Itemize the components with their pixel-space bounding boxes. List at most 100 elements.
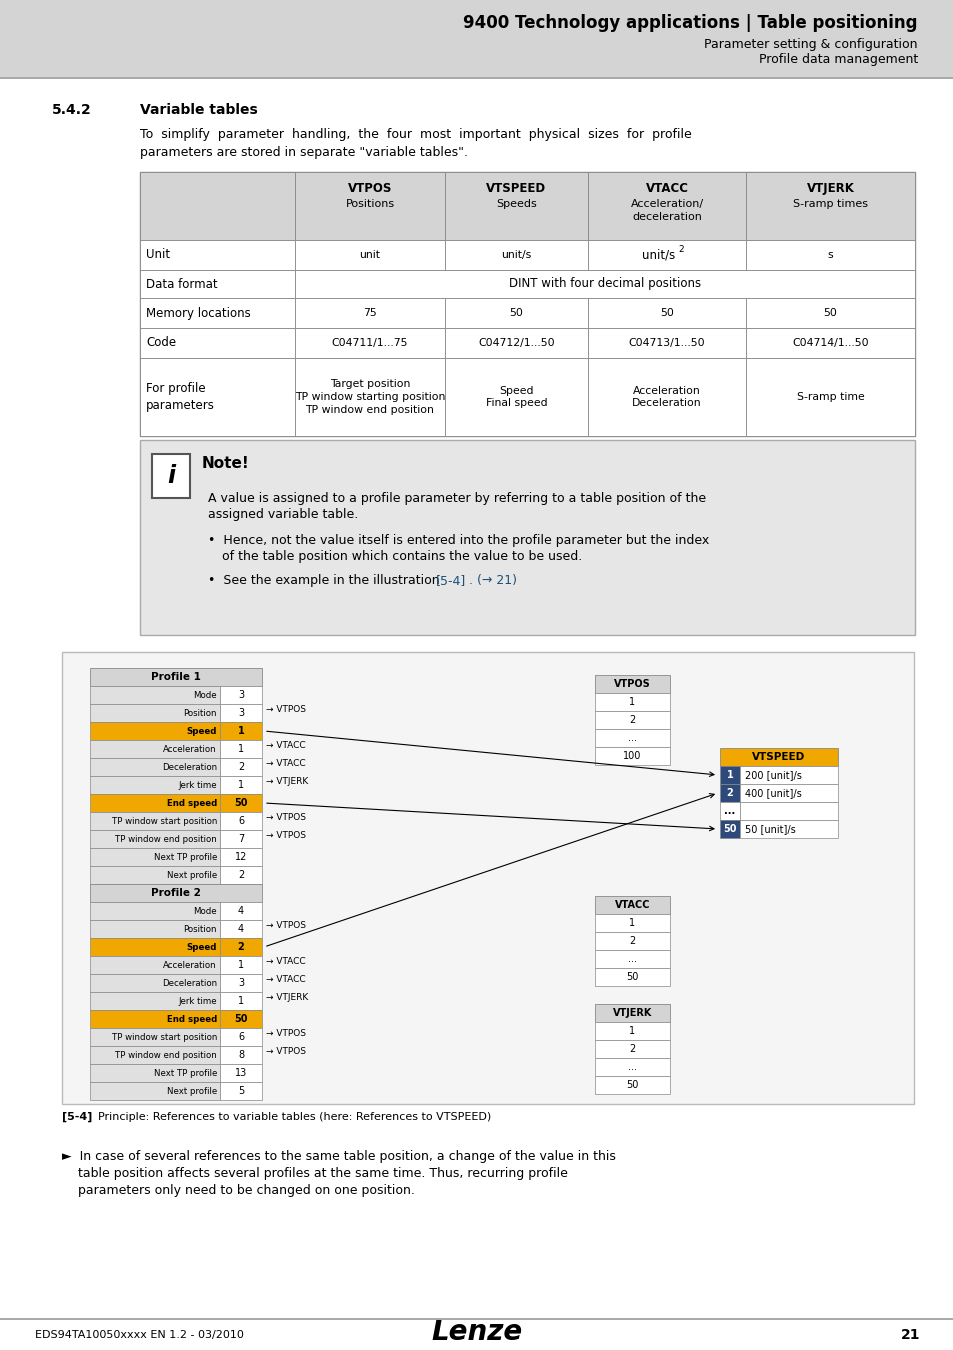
Bar	[220, 848, 262, 865]
Text: 2: 2	[237, 942, 244, 952]
Bar	[220, 811, 262, 830]
Bar	[90, 919, 220, 938]
Text: VTSPEED: VTSPEED	[486, 182, 546, 194]
Text: TP window start position: TP window start position	[112, 817, 216, 825]
Text: 2: 2	[629, 716, 635, 725]
Bar	[62, 652, 913, 1104]
Bar	[90, 686, 220, 703]
Bar	[140, 298, 294, 328]
Text: 2: 2	[678, 246, 683, 255]
Text: Speeds: Speeds	[496, 198, 537, 209]
Text: VTPOS: VTPOS	[348, 182, 392, 194]
Bar	[587, 358, 745, 436]
Text: → VTACC: → VTACC	[266, 741, 305, 751]
Bar	[587, 171, 745, 240]
Bar	[294, 240, 444, 270]
Text: Code: Code	[146, 336, 176, 350]
Text: 50: 50	[626, 972, 638, 981]
Text: Acceleration: Acceleration	[163, 744, 216, 753]
Text: C04713/1...50: C04713/1...50	[628, 338, 704, 348]
Bar	[90, 902, 220, 919]
Text: Jerk time: Jerk time	[178, 780, 216, 790]
Text: ►  In case of several references to the same table position, a change of the val: ► In case of several references to the s…	[62, 1150, 616, 1162]
Bar	[220, 703, 262, 722]
Text: 50: 50	[509, 308, 523, 319]
Text: 3: 3	[237, 707, 244, 718]
Bar	[90, 973, 220, 992]
Bar	[90, 757, 220, 776]
Text: 2: 2	[726, 788, 733, 798]
Bar	[720, 784, 740, 802]
Bar	[220, 992, 262, 1010]
Bar	[720, 802, 740, 819]
Text: To  simplify  parameter  handling,  the  four  most  important  physical  sizes : To simplify parameter handling, the four…	[140, 128, 691, 140]
Text: of the table position which contains the value to be used.: of the table position which contains the…	[222, 549, 581, 563]
Text: unit/s: unit/s	[501, 250, 531, 261]
Text: unit: unit	[359, 250, 380, 261]
Bar	[444, 328, 587, 358]
Text: ...: ...	[627, 954, 637, 964]
Text: Jerk time: Jerk time	[178, 996, 216, 1006]
Text: Deceleration: Deceleration	[162, 763, 216, 771]
Text: 50: 50	[234, 798, 248, 809]
Text: ...: ...	[723, 806, 735, 815]
Bar	[220, 1010, 262, 1027]
Text: → VTPOS: → VTPOS	[266, 921, 306, 930]
Bar	[90, 848, 220, 865]
Bar	[595, 1076, 669, 1094]
Bar	[220, 1046, 262, 1064]
Text: 3: 3	[237, 690, 244, 701]
Text: Speed: Speed	[187, 942, 216, 952]
Text: deceleration: deceleration	[632, 212, 701, 221]
Text: 50: 50	[822, 308, 837, 319]
Text: Deceleration: Deceleration	[162, 979, 216, 987]
Text: Next profile: Next profile	[167, 1087, 216, 1095]
Bar	[90, 956, 220, 973]
Bar	[595, 914, 669, 931]
Text: Acceleration/: Acceleration/	[630, 198, 702, 209]
Bar	[444, 240, 587, 270]
Text: 1: 1	[629, 1026, 635, 1035]
Text: 50: 50	[722, 824, 736, 834]
Bar	[294, 328, 444, 358]
Text: 5: 5	[237, 1085, 244, 1096]
Text: . (→ 21): . (→ 21)	[469, 574, 517, 587]
Text: parameters are stored in separate "variable tables".: parameters are stored in separate "varia…	[140, 146, 468, 159]
Bar	[0, 0, 953, 78]
Text: 1: 1	[629, 697, 635, 707]
Text: 1: 1	[237, 744, 244, 755]
Text: Acceleration: Acceleration	[163, 960, 216, 969]
Bar	[294, 298, 444, 328]
Bar	[745, 298, 914, 328]
Text: End speed: End speed	[167, 798, 216, 807]
Bar	[745, 358, 914, 436]
Bar	[294, 171, 444, 240]
Bar	[90, 794, 220, 811]
Bar	[294, 270, 914, 298]
Bar	[595, 968, 669, 986]
Bar	[740, 765, 837, 784]
Text: 400 [unit]/s: 400 [unit]/s	[744, 788, 801, 798]
Text: Acceleration
Deceleration: Acceleration Deceleration	[632, 386, 701, 409]
Text: Note!: Note!	[202, 456, 250, 471]
Bar	[220, 794, 262, 811]
Bar	[595, 896, 669, 914]
Text: s: s	[827, 250, 832, 261]
Text: unit/s: unit/s	[641, 248, 675, 262]
Text: Lenze: Lenze	[431, 1318, 522, 1346]
Text: VTJERK: VTJERK	[612, 1008, 652, 1018]
Text: 75: 75	[363, 308, 376, 319]
Text: → VTPOS: → VTPOS	[266, 813, 306, 822]
Text: 13: 13	[234, 1068, 247, 1079]
Text: [5-4]: [5-4]	[436, 574, 466, 587]
Bar	[220, 830, 262, 848]
Text: → VTACC: → VTACC	[266, 957, 305, 967]
Text: Mode: Mode	[193, 906, 216, 915]
Text: i: i	[167, 464, 175, 487]
Bar	[220, 938, 262, 956]
Bar	[220, 865, 262, 884]
Text: TP window end position: TP window end position	[115, 1050, 216, 1060]
Bar	[220, 919, 262, 938]
Bar	[595, 693, 669, 711]
Text: Variable tables: Variable tables	[140, 103, 257, 117]
